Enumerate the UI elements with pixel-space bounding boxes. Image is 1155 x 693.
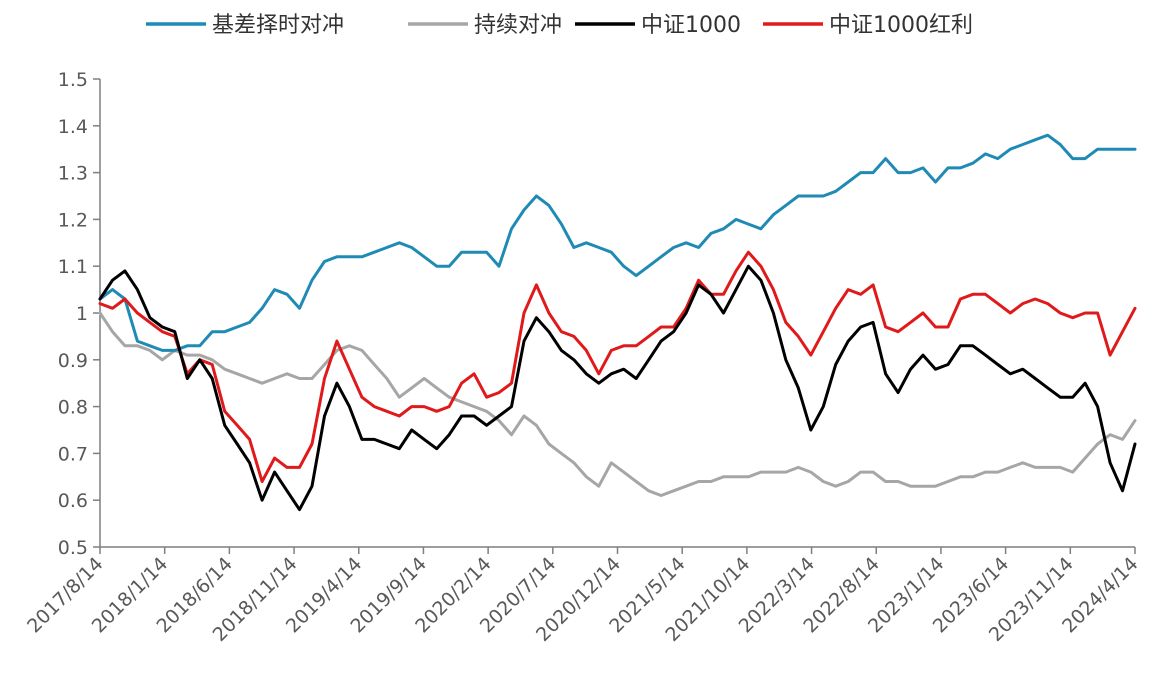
series-line-3 [98,250,1137,483]
legend-item-1: 持续对冲 [408,13,562,38]
legend-item-2: 中证1000 [575,13,741,38]
legend-label: 持续对冲 [474,13,562,38]
legend-item-0: 基差择时对冲 [146,13,344,38]
y-tick-label: 0.9 [58,350,88,372]
y-tick-label: 0.7 [58,443,88,465]
series-line-2 [98,264,1137,512]
legend-label: 基差择时对冲 [212,13,344,38]
legend-item-3: 中证1000红利 [763,13,973,38]
legend-label: 中证1000红利 [829,13,973,38]
y-tick-label: 1.1 [58,256,88,278]
series-line-1 [98,311,1137,497]
plot-area [98,133,1137,512]
y-tick-label: 1.4 [58,116,88,138]
y-tick-label: 0.5 [58,537,88,559]
y-tick-label: 1.2 [58,209,88,231]
y-tick-label: 1.3 [58,163,88,185]
legend: 基差择时对冲 持续对冲 中证1000 中证1000红利 [146,13,973,38]
y-tick-label: 0.8 [58,397,88,419]
y-tick-label: 1 [76,303,88,325]
y-tick-label: 1.5 [58,69,88,91]
y-tick-label: 0.6 [58,490,88,512]
y-axis: 0.5 0.6 0.7 0.8 0.9 1 1.1 1.2 1.3 1.4 1.5 [58,69,101,559]
x-axis: 2017/8/142018/1/142018/6/142018/11/14201… [23,546,1143,646]
series-line-0 [98,133,1137,352]
legend-label: 中证1000 [641,13,741,38]
